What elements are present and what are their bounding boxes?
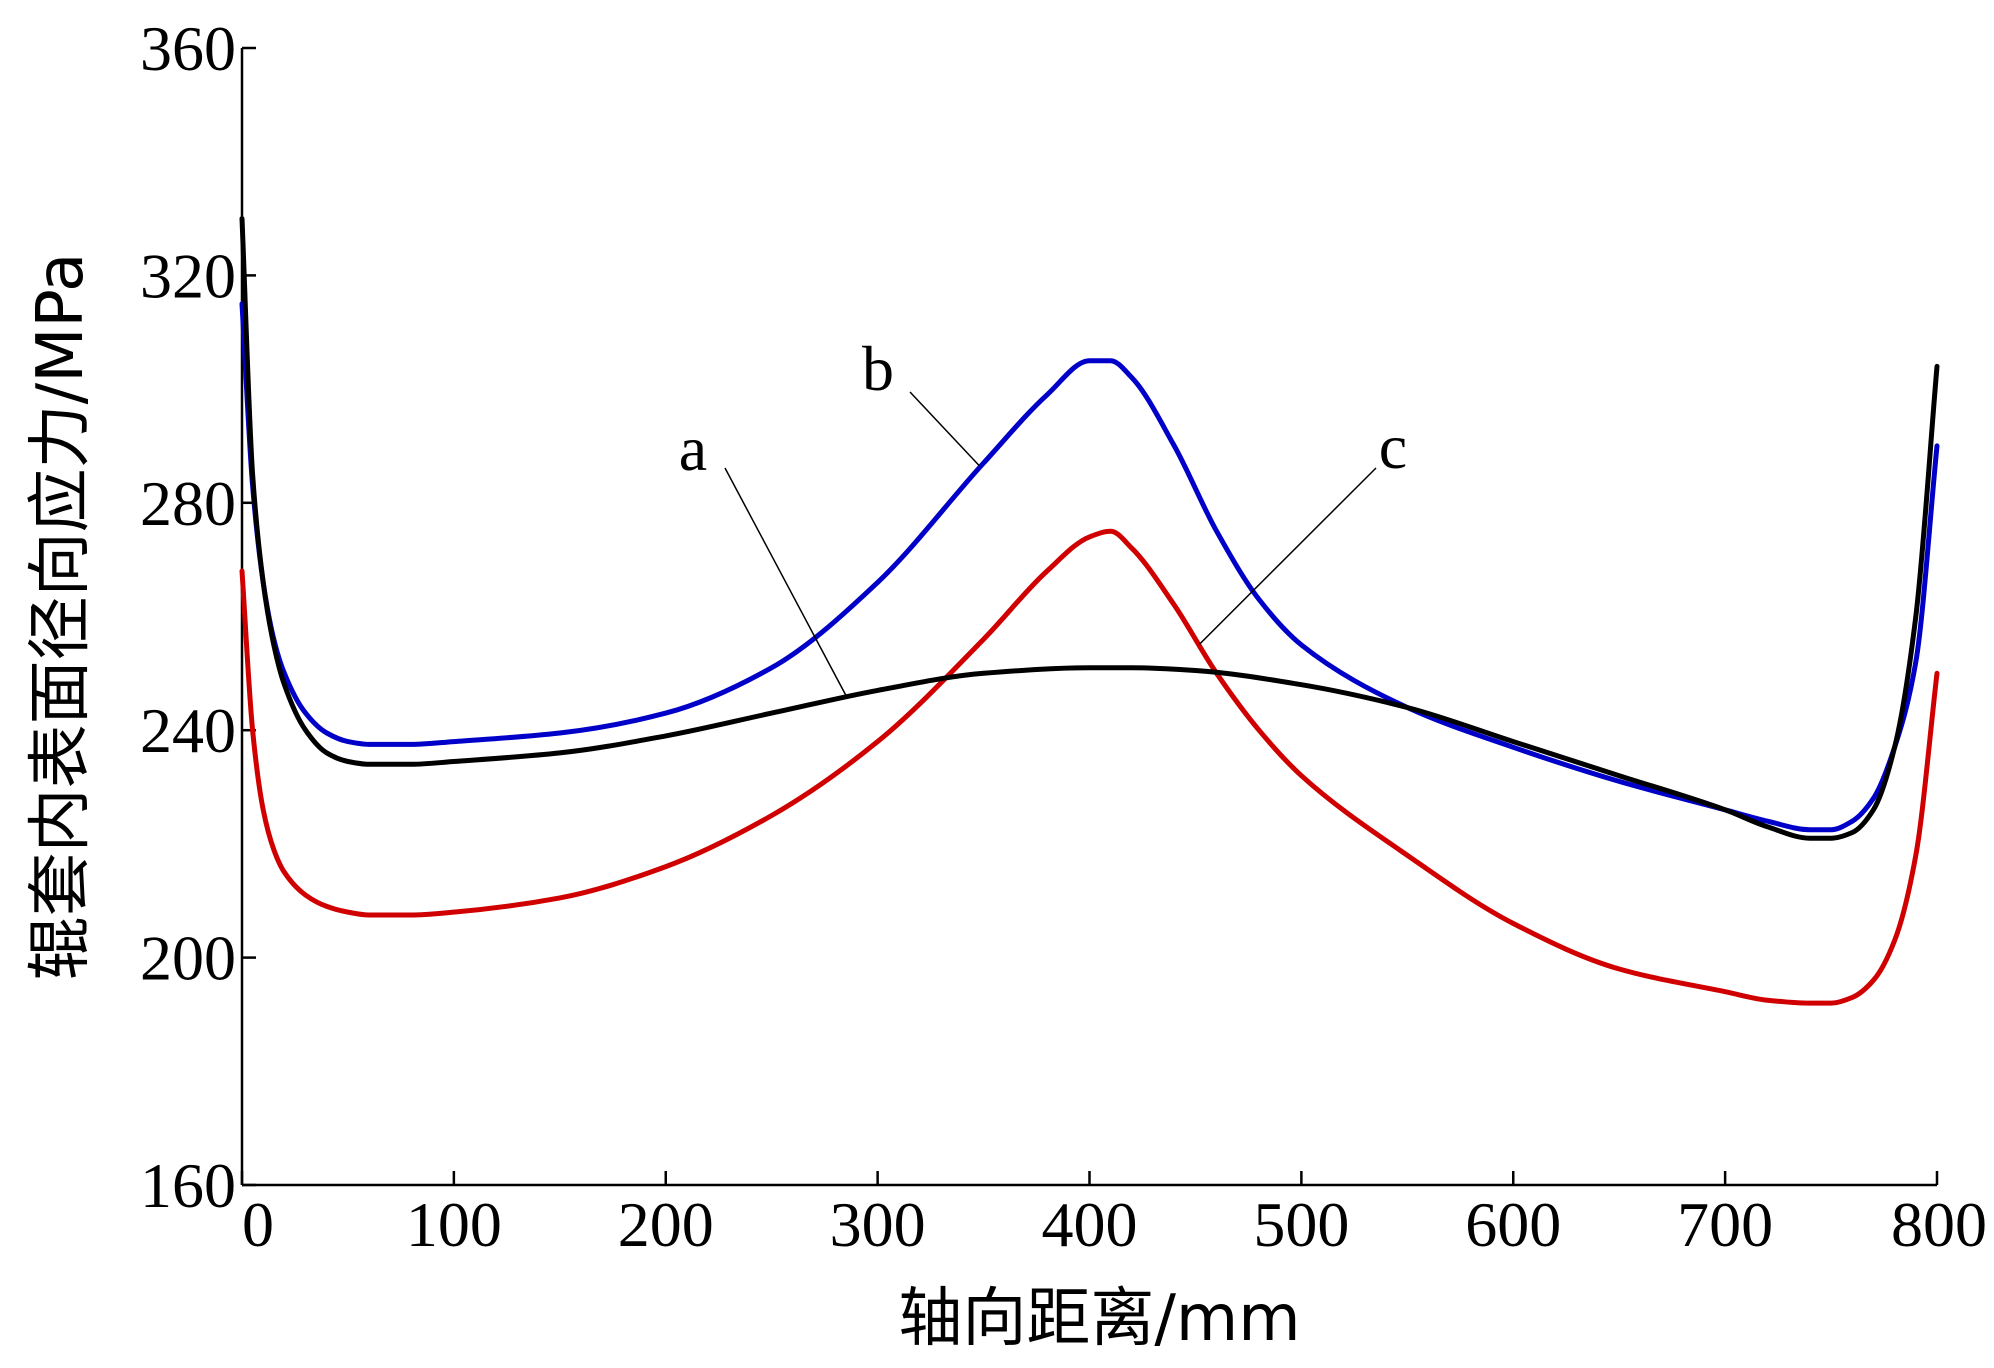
- y-tick-label: 160: [140, 1150, 236, 1221]
- series-line-b: [239, 301, 1940, 833]
- series-label-a: a: [679, 413, 707, 484]
- x-tick-label: 200: [618, 1189, 714, 1260]
- y-axis-title: 辊套内表面径向应力/MPa: [24, 253, 98, 981]
- annotations: a b c: [679, 333, 1407, 696]
- y-tick-label: 360: [140, 13, 236, 84]
- axes: 160 200 240 280 320 360 0 100 200 300 400 500 600 700…: [140, 13, 1987, 1260]
- x-tick-label: 400: [1042, 1189, 1138, 1260]
- x-tick-label: 600: [1465, 1189, 1561, 1260]
- x-tick-label: 0: [242, 1189, 274, 1260]
- series-line-c: [239, 528, 1940, 1006]
- y-tick-label: 320: [140, 240, 236, 311]
- y-tick-label: 200: [140, 923, 236, 994]
- leader-line-c: [1199, 467, 1377, 645]
- series-layer: [239, 216, 1940, 1006]
- x-tick-label: 500: [1253, 1189, 1349, 1260]
- leader-line-b: [909, 391, 980, 467]
- series-line-a: [239, 216, 1940, 841]
- x-tick-label: 700: [1677, 1189, 1773, 1260]
- series-label-c: c: [1379, 411, 1407, 482]
- y-tick-label: 280: [140, 468, 236, 539]
- x-tick-label: 300: [830, 1189, 926, 1260]
- x-tick-label: 100: [406, 1189, 502, 1260]
- x-axis-title: 轴向距离/mm: [898, 1282, 1300, 1356]
- series-label-b: b: [862, 333, 894, 404]
- leader-line-a: [724, 467, 847, 696]
- y-tick-label: 240: [140, 695, 236, 766]
- x-tick-label: 800: [1891, 1189, 1987, 1260]
